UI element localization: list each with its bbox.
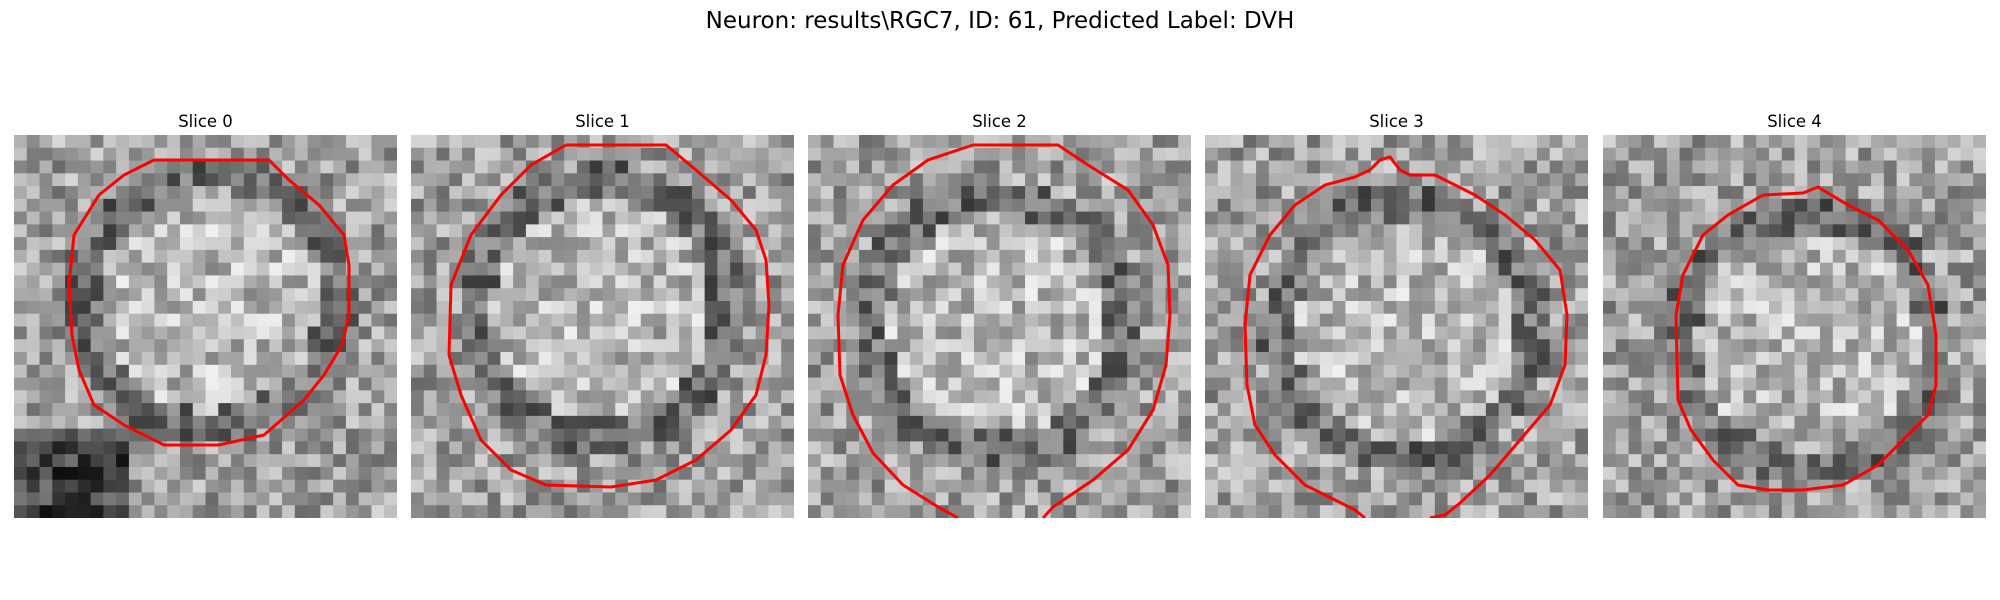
slice-image-svg xyxy=(1205,135,1588,518)
soma-contour xyxy=(836,143,974,518)
soma-contour xyxy=(973,143,1172,518)
slice-image xyxy=(14,135,397,518)
slice-panel-4: Slice 4 xyxy=(1603,110,1986,518)
slice-image-svg xyxy=(14,135,397,518)
slice-panel-0: Slice 0 xyxy=(14,110,397,518)
slice-panel-1: Slice 1 xyxy=(411,110,794,518)
slice-panel-2: Slice 2 xyxy=(808,110,1191,518)
grayscale-pixels xyxy=(1205,135,1588,518)
slice-title: Slice 3 xyxy=(1369,112,1424,131)
slice-image xyxy=(411,135,794,518)
grayscale-pixels xyxy=(14,135,397,518)
soma-contour xyxy=(447,143,771,489)
grayscale-pixels xyxy=(808,135,1191,518)
slice-image xyxy=(1205,135,1588,518)
slice-title: Slice 4 xyxy=(1767,112,1822,131)
slice-image-svg xyxy=(1603,135,1986,518)
soma-contour xyxy=(1368,155,1569,518)
slice-image-svg xyxy=(808,135,1191,518)
soma-contour xyxy=(1674,185,1938,492)
slice-panel-3: Slice 3 xyxy=(1205,110,1588,518)
figure-title: Neuron: results\RGC7, ID: 61, Predicted … xyxy=(705,8,1295,34)
grayscale-pixels xyxy=(411,135,794,518)
slice-image-svg xyxy=(411,135,794,518)
soma-contour xyxy=(67,158,351,447)
slice-image xyxy=(1603,135,1986,518)
slice-title: Slice 2 xyxy=(972,112,1027,131)
slice-image xyxy=(808,135,1191,518)
soma-contour xyxy=(1243,168,1371,518)
slice-title: Slice 1 xyxy=(575,112,630,131)
slice-title: Slice 0 xyxy=(178,112,233,131)
